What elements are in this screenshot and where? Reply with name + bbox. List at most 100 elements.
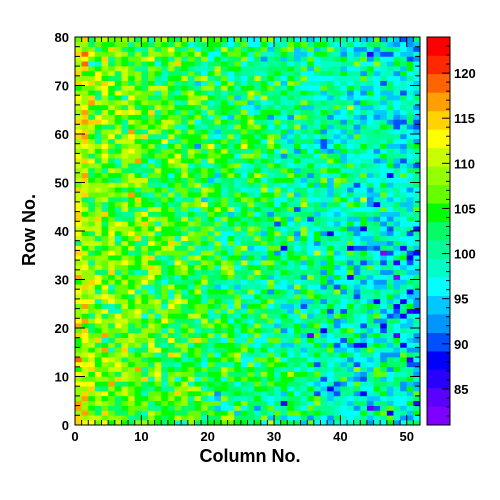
heatmap-cell bbox=[167, 206, 175, 212]
heatmap-cell bbox=[240, 323, 248, 329]
heatmap-cell bbox=[227, 158, 235, 164]
heatmap-cell bbox=[360, 216, 368, 222]
heatmap-cell bbox=[141, 148, 149, 154]
heatmap-cell bbox=[214, 361, 222, 368]
color-bar-segment bbox=[427, 73, 450, 93]
heatmap-cell bbox=[88, 231, 96, 237]
heatmap-cell bbox=[393, 284, 401, 290]
heatmap-cell bbox=[108, 56, 116, 62]
heatmap-cell bbox=[207, 114, 215, 120]
heatmap-cell bbox=[254, 85, 262, 91]
heatmap-cell bbox=[307, 206, 315, 212]
heatmap-cell bbox=[320, 337, 328, 343]
heatmap-cell bbox=[128, 138, 136, 144]
heatmap-cell bbox=[88, 391, 96, 397]
heatmap-cell bbox=[220, 134, 228, 140]
heatmap-cell bbox=[400, 158, 408, 164]
heatmap-cell bbox=[313, 187, 321, 193]
heatmap-cell bbox=[307, 143, 315, 149]
heatmap-cell bbox=[400, 250, 408, 256]
heatmap-cell bbox=[413, 279, 421, 285]
heatmap-cell bbox=[413, 177, 421, 183]
heatmap-cell bbox=[194, 177, 202, 183]
heatmap-cell bbox=[307, 211, 315, 217]
heatmap-cell bbox=[101, 182, 109, 188]
heatmap-cell bbox=[353, 187, 361, 193]
heatmap-cell bbox=[114, 56, 122, 62]
heatmap-cell bbox=[141, 104, 149, 111]
heatmap-cell bbox=[147, 395, 155, 402]
heatmap-cell bbox=[327, 371, 335, 377]
heatmap-cell bbox=[406, 361, 414, 368]
heatmap-cell bbox=[108, 153, 116, 159]
heatmap-cell bbox=[207, 269, 215, 275]
heatmap-cell bbox=[340, 75, 348, 81]
heatmap-cell bbox=[274, 420, 281, 426]
heatmap-cell bbox=[161, 95, 169, 101]
heatmap-cell bbox=[75, 294, 82, 300]
heatmap-cell bbox=[327, 104, 335, 111]
heatmap-cell bbox=[353, 410, 361, 416]
heatmap-cell bbox=[187, 342, 195, 348]
heatmap-cell bbox=[220, 342, 228, 348]
heatmap-cell bbox=[293, 206, 301, 212]
heatmap-cell bbox=[214, 37, 222, 43]
heatmap-cell bbox=[373, 298, 381, 305]
heatmap-cell bbox=[201, 405, 208, 411]
heatmap-cell bbox=[373, 182, 381, 188]
heatmap-cell bbox=[353, 201, 361, 208]
heatmap-cell bbox=[88, 323, 96, 329]
heatmap-cell bbox=[154, 332, 162, 338]
heatmap-cell bbox=[340, 235, 348, 241]
heatmap-cell bbox=[134, 405, 142, 411]
heatmap-cell bbox=[380, 119, 388, 125]
heatmap-cell bbox=[340, 124, 348, 130]
heatmap-cell bbox=[75, 153, 82, 159]
heatmap-cell bbox=[234, 245, 242, 251]
heatmap-cell bbox=[201, 51, 208, 57]
heatmap-cell bbox=[280, 182, 288, 188]
heatmap-cell bbox=[128, 332, 136, 338]
heatmap-cell bbox=[360, 381, 368, 387]
heatmap-cell bbox=[187, 211, 195, 217]
heatmap-cell bbox=[366, 332, 374, 338]
heatmap-cell bbox=[260, 332, 268, 338]
heatmap-cell bbox=[181, 235, 189, 241]
heatmap-cell bbox=[280, 395, 288, 402]
heatmap-cell bbox=[240, 318, 248, 324]
heatmap-cell bbox=[227, 201, 235, 208]
heatmap-cell bbox=[187, 395, 195, 402]
heatmap-cell bbox=[333, 284, 341, 290]
heatmap-cell bbox=[287, 41, 295, 47]
heatmap-cell bbox=[340, 371, 348, 377]
heatmap-cell bbox=[267, 250, 275, 256]
heatmap-cell bbox=[333, 66, 341, 72]
heatmap-cell bbox=[88, 95, 96, 101]
heatmap-cell bbox=[393, 70, 401, 77]
heatmap-cell bbox=[287, 279, 295, 285]
heatmap-cell bbox=[154, 95, 162, 101]
heatmap-cell bbox=[75, 298, 82, 305]
heatmap-cell bbox=[114, 192, 122, 198]
heatmap-cell bbox=[128, 240, 136, 246]
heatmap-cell bbox=[114, 255, 122, 261]
heatmap-cell bbox=[380, 386, 388, 392]
heatmap-cell bbox=[307, 357, 315, 363]
heatmap-cell bbox=[353, 221, 361, 227]
heatmap-cell bbox=[174, 37, 182, 43]
heatmap-cell bbox=[260, 172, 268, 178]
heatmap-cell bbox=[254, 37, 262, 43]
heatmap-cell bbox=[174, 211, 182, 217]
heatmap-cell bbox=[320, 197, 328, 203]
heatmap-cell bbox=[147, 240, 155, 246]
heatmap-cell bbox=[147, 221, 155, 227]
heatmap-cell bbox=[300, 104, 308, 111]
heatmap-cell bbox=[287, 284, 295, 290]
heatmap-cell bbox=[360, 41, 368, 47]
heatmap-cell bbox=[94, 51, 102, 57]
heatmap-cell bbox=[360, 361, 368, 368]
heatmap-cell bbox=[300, 274, 308, 280]
heatmap-cell bbox=[400, 211, 408, 217]
heatmap-cell bbox=[134, 410, 142, 416]
heatmap-cell bbox=[327, 114, 335, 120]
